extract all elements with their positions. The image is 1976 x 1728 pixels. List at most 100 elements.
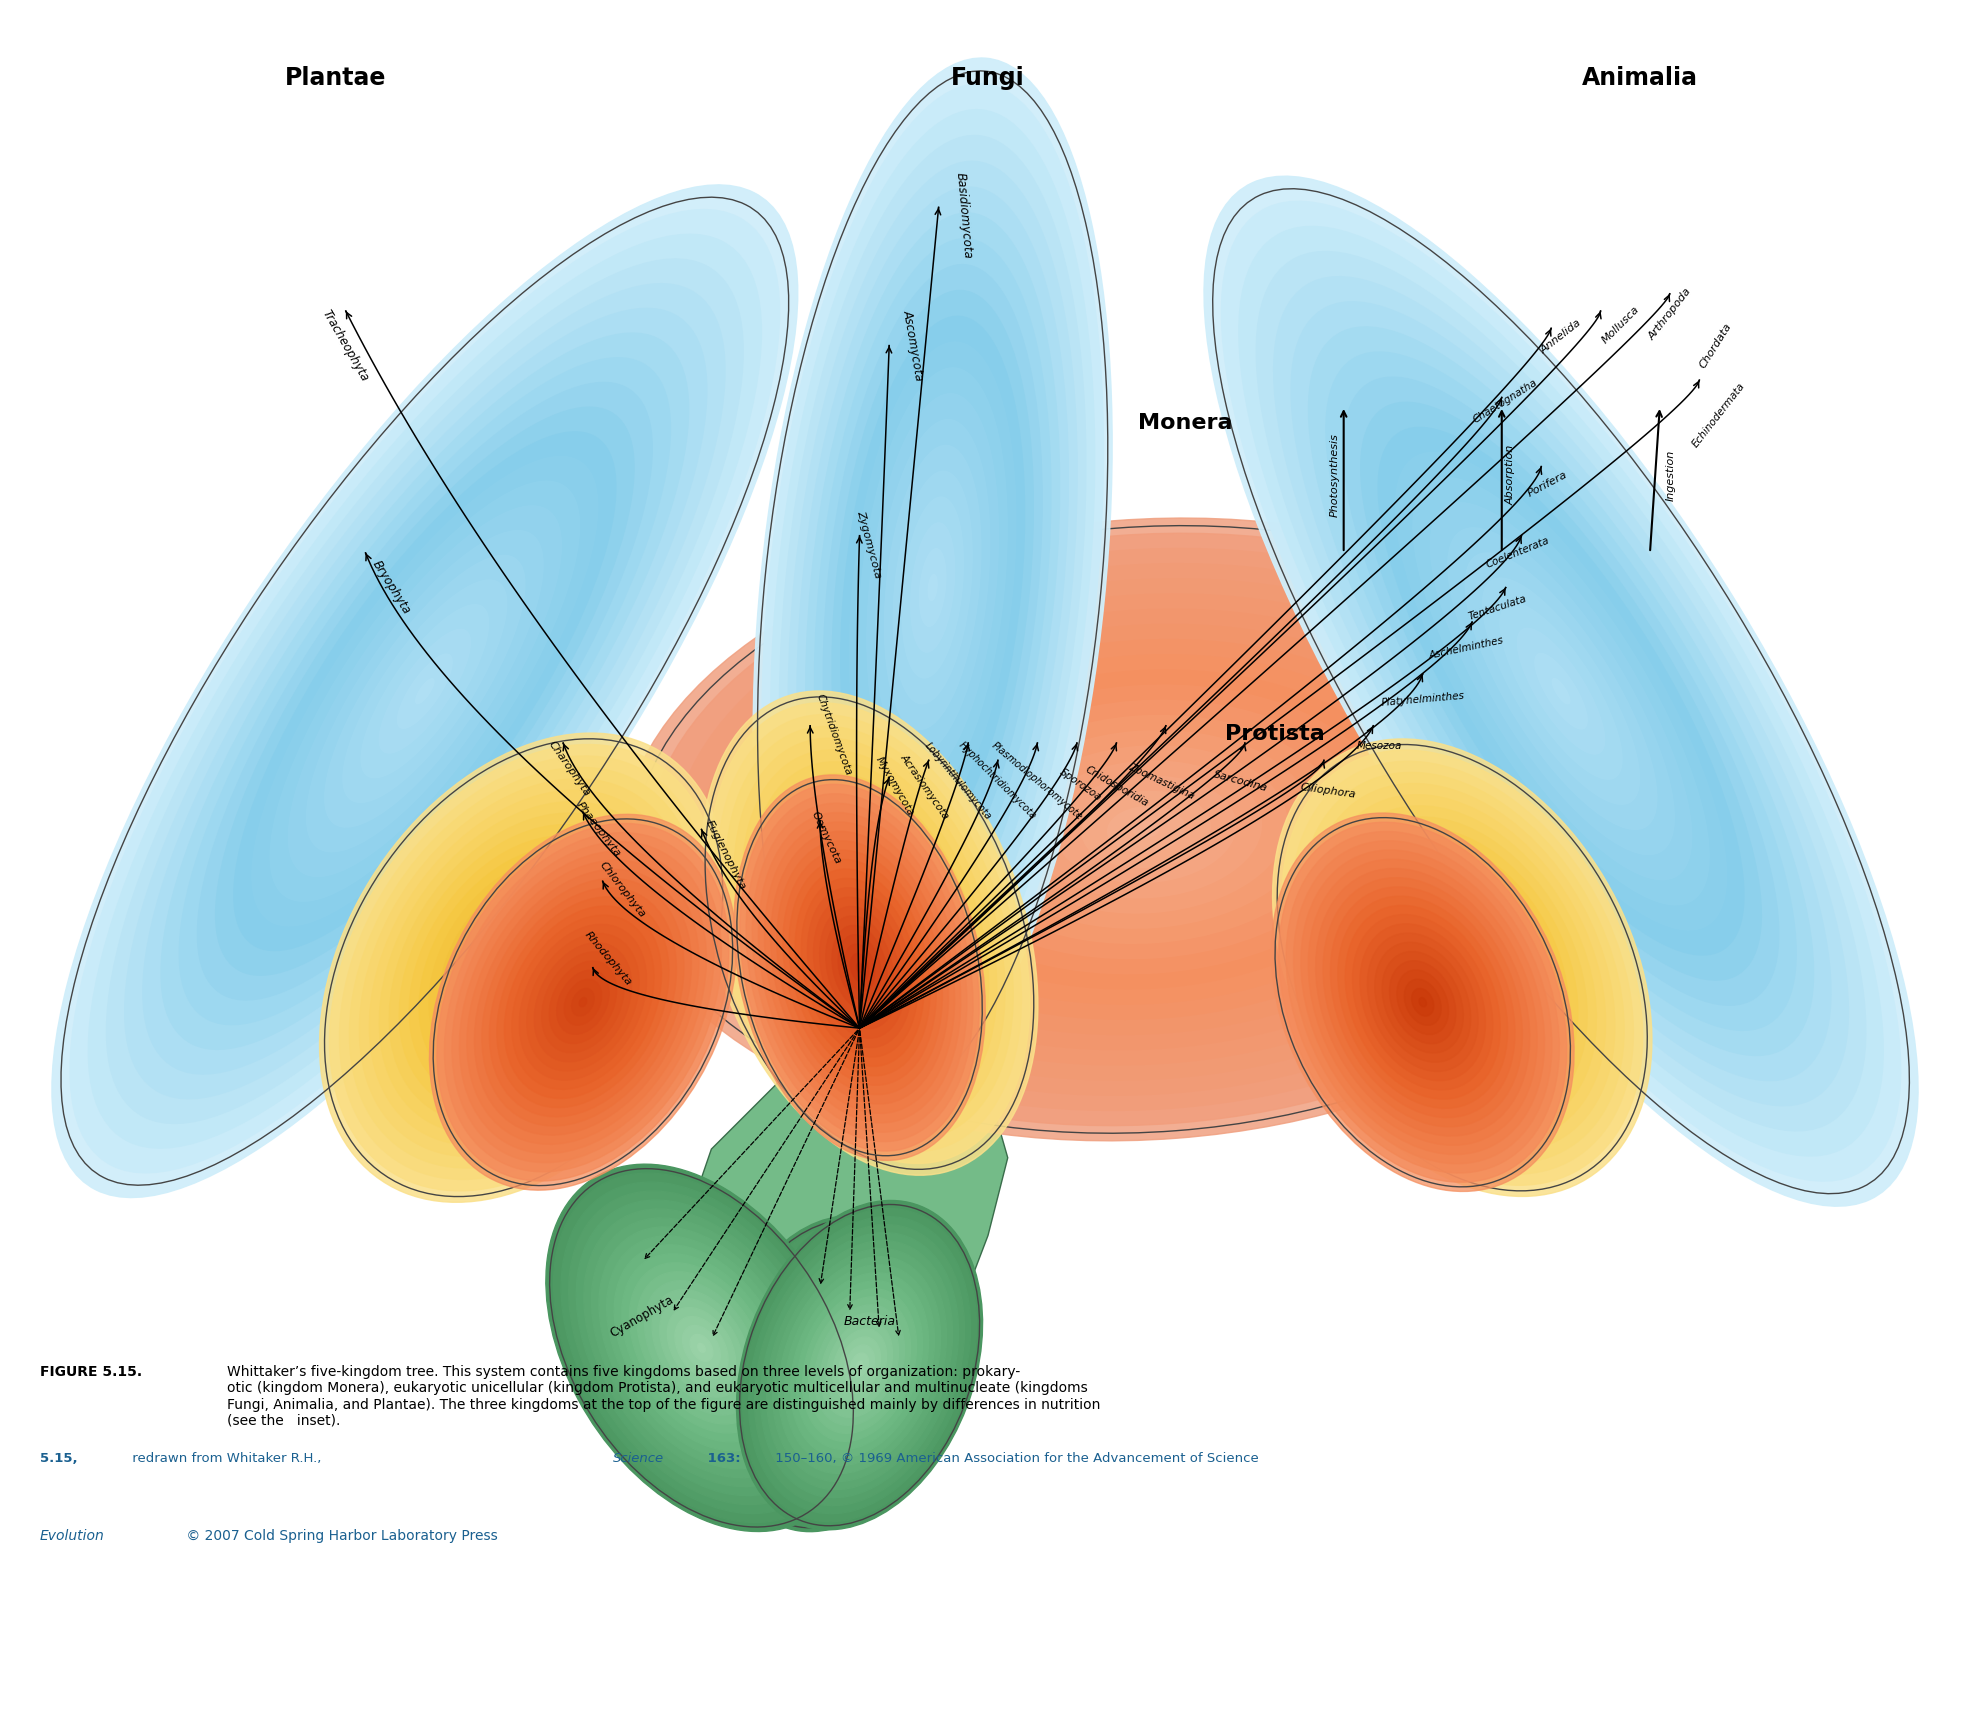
Text: Acrasiomycota: Acrasiomycota: [899, 752, 950, 821]
Ellipse shape: [490, 888, 676, 1116]
Ellipse shape: [271, 482, 579, 900]
Text: Monera: Monera: [1138, 413, 1233, 434]
Ellipse shape: [1109, 807, 1184, 852]
Ellipse shape: [561, 1182, 842, 1514]
Ellipse shape: [668, 1308, 735, 1388]
Ellipse shape: [474, 869, 692, 1135]
Text: Mollusca: Mollusca: [1601, 304, 1640, 346]
Text: Cnidosporidia: Cnidosporidia: [1083, 764, 1150, 809]
Ellipse shape: [816, 1355, 844, 1393]
Text: FIGURE 5.15.: FIGURE 5.15.: [40, 1365, 142, 1379]
Ellipse shape: [350, 767, 698, 1168]
Ellipse shape: [808, 888, 911, 1047]
Ellipse shape: [1300, 772, 1624, 1163]
Ellipse shape: [749, 1261, 911, 1486]
Ellipse shape: [69, 209, 781, 1173]
Ellipse shape: [765, 823, 954, 1113]
Ellipse shape: [850, 1353, 869, 1377]
Ellipse shape: [1338, 817, 1587, 1118]
Ellipse shape: [508, 950, 539, 985]
Ellipse shape: [844, 1344, 875, 1386]
Ellipse shape: [743, 1208, 976, 1522]
Ellipse shape: [585, 1225, 818, 1488]
Ellipse shape: [1273, 740, 1652, 1196]
Text: Charophyta: Charophyta: [545, 740, 593, 798]
Text: Myxomycota: Myxomycota: [873, 755, 917, 817]
Ellipse shape: [794, 1324, 865, 1424]
Ellipse shape: [1389, 961, 1456, 1044]
Ellipse shape: [1203, 176, 1919, 1206]
Text: Science: Science: [613, 1452, 664, 1465]
Ellipse shape: [798, 1331, 862, 1417]
Text: Echinodermata: Echinodermata: [1691, 380, 1747, 449]
Ellipse shape: [806, 213, 1059, 962]
Ellipse shape: [458, 893, 589, 1042]
Ellipse shape: [1221, 200, 1901, 1182]
Ellipse shape: [929, 700, 1363, 959]
Ellipse shape: [1257, 252, 1865, 1130]
Ellipse shape: [466, 861, 700, 1144]
Ellipse shape: [520, 924, 646, 1080]
Ellipse shape: [496, 897, 670, 1108]
Text: 5.15,: 5.15,: [40, 1452, 77, 1465]
Ellipse shape: [838, 1337, 881, 1393]
Text: Tentaculata: Tentaculata: [1468, 594, 1527, 622]
Ellipse shape: [1286, 831, 1559, 1173]
Ellipse shape: [692, 1344, 711, 1369]
Ellipse shape: [1361, 403, 1761, 980]
Ellipse shape: [549, 961, 617, 1044]
Ellipse shape: [858, 368, 1008, 807]
Ellipse shape: [1381, 952, 1464, 1052]
Ellipse shape: [822, 1362, 838, 1386]
Ellipse shape: [1431, 503, 1691, 880]
Ellipse shape: [1356, 840, 1569, 1096]
Ellipse shape: [630, 1263, 773, 1433]
Ellipse shape: [858, 916, 881, 950]
Text: Chlorophyta: Chlorophyta: [597, 861, 648, 919]
Ellipse shape: [856, 962, 864, 973]
Ellipse shape: [753, 59, 1112, 1116]
Ellipse shape: [644, 1280, 759, 1415]
Ellipse shape: [320, 733, 727, 1203]
Ellipse shape: [682, 1325, 721, 1370]
Ellipse shape: [775, 797, 964, 1070]
Ellipse shape: [804, 1339, 856, 1408]
Text: Zygomycota: Zygomycota: [856, 510, 883, 579]
Ellipse shape: [662, 1313, 741, 1400]
Ellipse shape: [826, 1320, 893, 1410]
Ellipse shape: [1328, 805, 1597, 1130]
Ellipse shape: [832, 926, 887, 1009]
Polygon shape: [682, 1037, 1008, 1426]
Ellipse shape: [419, 847, 628, 1089]
Ellipse shape: [458, 850, 707, 1154]
Ellipse shape: [340, 755, 707, 1180]
Ellipse shape: [1344, 377, 1778, 1006]
Ellipse shape: [885, 446, 980, 729]
Ellipse shape: [660, 1298, 743, 1398]
Ellipse shape: [865, 928, 873, 938]
Ellipse shape: [759, 812, 960, 1123]
Text: Arthropoda: Arthropoda: [1646, 287, 1693, 342]
Text: Sporozoa: Sporozoa: [1057, 767, 1105, 802]
Text: Plantae: Plantae: [285, 66, 387, 90]
Ellipse shape: [832, 880, 907, 987]
Ellipse shape: [468, 905, 579, 1030]
Ellipse shape: [1448, 527, 1674, 855]
Ellipse shape: [51, 185, 798, 1198]
Ellipse shape: [488, 928, 559, 1007]
Ellipse shape: [672, 548, 1620, 1111]
Ellipse shape: [1294, 842, 1551, 1163]
Ellipse shape: [826, 916, 893, 1020]
Ellipse shape: [360, 779, 688, 1156]
Ellipse shape: [1300, 850, 1545, 1154]
Text: Animalia: Animalia: [1583, 66, 1697, 90]
Ellipse shape: [397, 655, 453, 727]
Ellipse shape: [445, 833, 721, 1172]
Ellipse shape: [777, 1301, 883, 1446]
Ellipse shape: [1500, 603, 1622, 779]
Ellipse shape: [553, 1173, 850, 1522]
Ellipse shape: [579, 997, 587, 1007]
Text: Chytridiomycota: Chytridiomycota: [814, 693, 854, 776]
Ellipse shape: [733, 738, 1006, 1128]
Text: Ciliophora: Ciliophora: [1300, 783, 1356, 800]
